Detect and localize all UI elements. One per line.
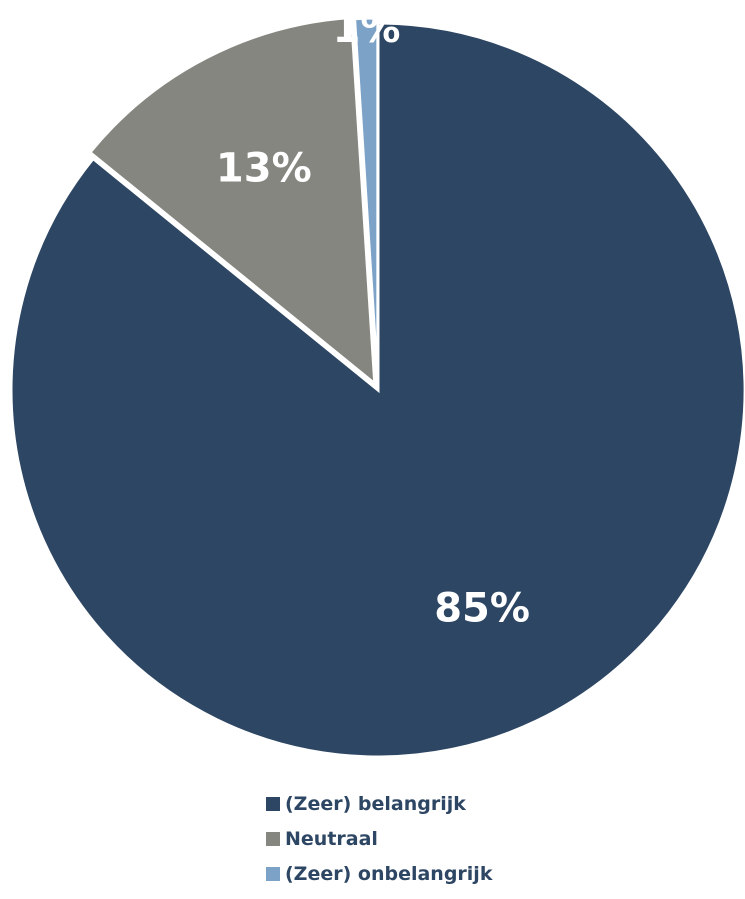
data-label-neutraal: 13% [216, 145, 312, 191]
legend-swatch [266, 867, 280, 881]
legend-item-zeer-onbelangrijk: (Zeer) onbelangrijk [266, 863, 492, 885]
data-label-zeer-belangrijk: 85% [434, 586, 530, 632]
legend-swatch [266, 797, 280, 811]
legend-label: (Zeer) belangrijk [285, 793, 466, 815]
chart-legend: (Zeer) belangrijk Neutraal (Zeer) onbela… [266, 793, 492, 898]
pie-slices [9, 15, 745, 759]
legend-item-zeer-belangrijk: (Zeer) belangrijk [266, 793, 492, 815]
data-label-zeer-onbelangrijk: 1% [333, 6, 401, 52]
legend-item-neutraal: Neutraal [266, 828, 492, 850]
pie-slice-neutraal [87, 15, 377, 388]
pie-chart: 85% 13% 1% [9, 6, 745, 759]
pie-labels: 85% 13% 1% [216, 6, 530, 632]
legend-swatch [266, 832, 280, 846]
legend-label: Neutraal [285, 828, 378, 850]
pie-slice-zeer-belangrijk [9, 21, 745, 759]
legend-label: (Zeer) onbelangrijk [285, 863, 493, 885]
pie-slice-zeer-onbelangrijk [352, 16, 380, 386]
